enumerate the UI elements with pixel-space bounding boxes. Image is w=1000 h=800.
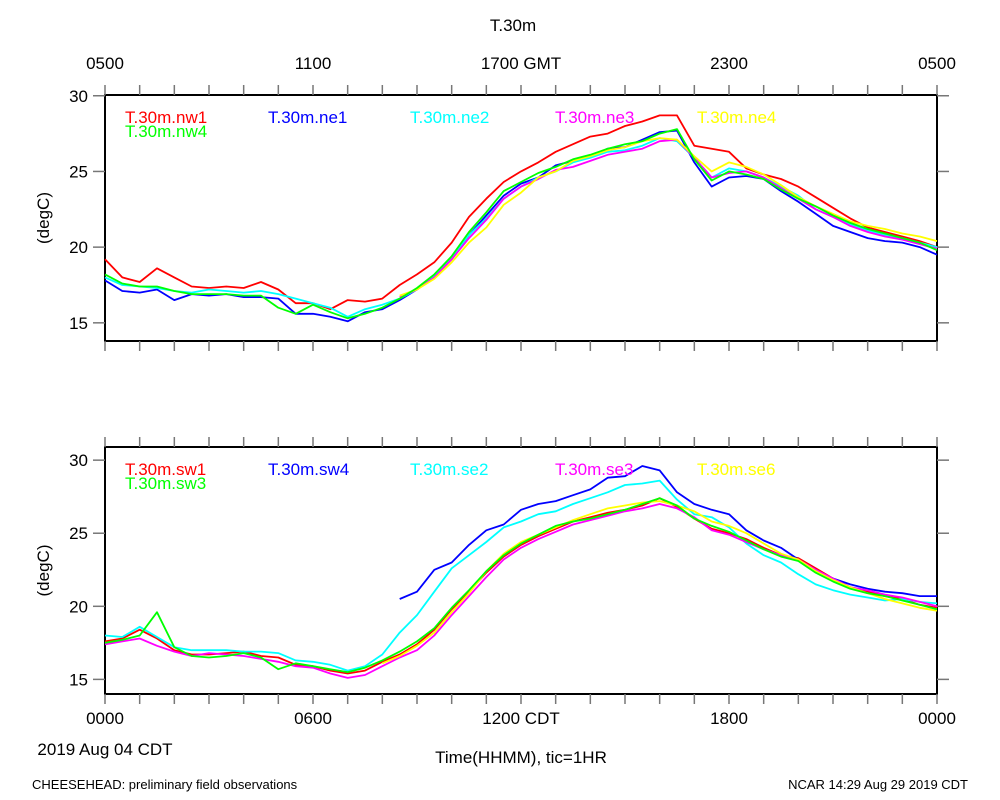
legend-entry: T.30m.ne1 [268,108,347,127]
footer-left: CHEESEHEAD: preliminary field observatio… [32,777,298,792]
top-axis-tick-label: 2300 [710,54,748,73]
y-tick-label: 25 [69,524,88,543]
legend-entry: T.30m.ne3 [555,108,634,127]
series-line-T-30m-sw4 [399,465,937,600]
plot-frame [104,94,938,342]
series-line-T-30m-ne3 [399,138,938,298]
legend-entry: T.30m.se3 [555,460,633,479]
y-tick-label: 30 [69,87,88,106]
legend-entry: T.30m.nw1 [125,108,207,127]
y-tick-label: 20 [69,238,88,257]
footer-right: NCAR 14:29 Aug 29 2019 CDT [788,777,968,792]
y-tick-label: 30 [69,451,88,470]
top-axis-tick-label: 0500 [86,54,124,73]
series-line-T-30m-se6 [381,500,938,665]
top-axis-tick-label: 1100 [295,54,332,73]
legend-entry: T.30m.se6 [697,460,775,479]
panel-north: 15 20 25 30 (degC) T.30m.nw1 T.30m.ne1 T.30m.ne… [34,85,949,351]
series-line-T-30m-nw1 [104,114,938,311]
chart-title: T.30m [490,16,536,35]
legend-entry: T.30m.ne2 [410,108,489,127]
y-tick-label: 25 [69,162,88,181]
bottom-axis-tick-label: 1200 CDT [482,709,559,728]
y-tick-label: 20 [69,597,88,616]
legend-entry: T.30m.sw1 [125,460,206,479]
x-axis-label: Time(HHMM), tic=1HR [435,748,607,767]
series-line-T-30m-se2 [104,479,938,672]
top-axis-tick-label: 1700 GMT [481,54,561,73]
bottom-axis-tick-label: 0000 [918,709,956,728]
y-tick-label: 15 [69,670,88,689]
bottom-axis-tick-label: 1800 [710,709,748,728]
y-axis-label: (degC) [34,545,53,597]
top-axis-tick-label: 0500 [918,54,956,73]
y-tick-label: 15 [69,314,88,333]
bottom-axis-tick-label: 0000 [86,709,124,728]
legend-entry: T.30m.sw3 [125,474,206,493]
y-axis-label: (degC) [34,192,53,244]
legend-entry: T.30m.se2 [410,460,488,479]
bottom-axis-tick-label: 0600 [294,709,332,728]
date-label: 2019 Aug 04 CDT [37,740,172,759]
legend-entry: T.30m.ne4 [697,108,776,127]
panel-south: 15 20 25 30 (degC) T.30m.sw1 T.30m.sw4 T.30m.se… [34,437,949,704]
series-line-T-30m-sw3 [104,497,938,673]
series-line-T-30m-ne4 [399,137,938,297]
series-line-T-30m-nw4 [104,128,938,320]
legend-entry: T.30m.nw4 [125,122,207,141]
legend-entry: T.30m.sw4 [268,460,349,479]
series-line-T-30m-ne1 [104,129,938,323]
